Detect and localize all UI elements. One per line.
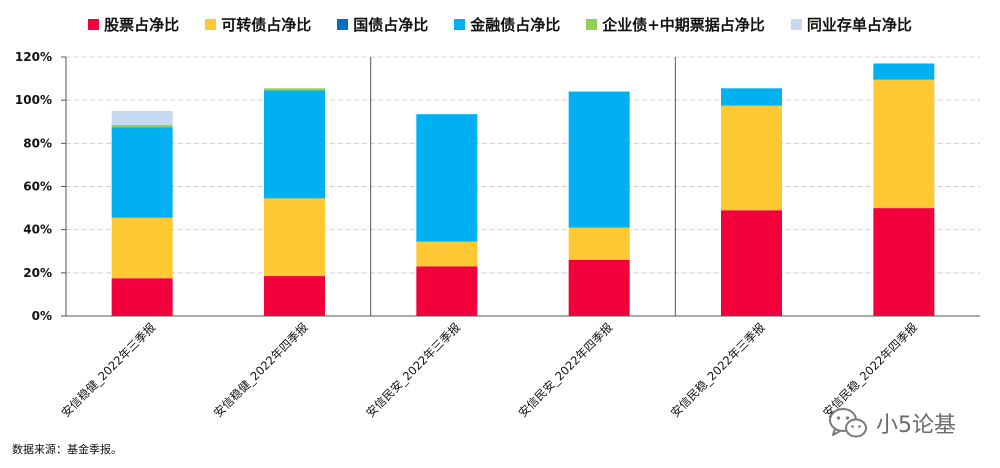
bar-segment (111, 127, 173, 218)
legend-item-ncd: 同业存单占净比 (790, 14, 912, 35)
x-tick-label: 安信稳健_2022年三季报 (59, 320, 159, 420)
watermark-text: 小5论基 (876, 413, 956, 438)
bar-segment (721, 88, 782, 106)
bar-segment (568, 259, 630, 316)
legend-label-convertible: 可转债占净比 (221, 16, 312, 34)
y-tick-label: 100% (15, 93, 52, 107)
legend-swatch-corporate (586, 19, 598, 30)
bar-segment (873, 63, 935, 80)
x-tick-label: 安信民稳_2022年三季报 (668, 320, 768, 420)
legend-item-corporate: 企业债+中期票据占净比 (586, 14, 765, 35)
y-tick-label: 40% (23, 223, 52, 237)
x-tick-label: 安信民安_2022年四季报 (516, 320, 616, 420)
legend-item-financial: 金融债占净比 (454, 14, 560, 35)
legend-swatch-financial (454, 19, 466, 30)
bar-segment (416, 266, 478, 316)
x-tick-label: 安信民稳_2022年四季报 (820, 320, 920, 420)
y-tick-label: 0% (32, 309, 52, 323)
gridlines (66, 56, 980, 316)
y-tick-label: 60% (23, 180, 52, 194)
y-tick-label: 20% (23, 266, 52, 280)
legend: 股票占净比 可转债占净比 国债占净比 金融债占净比 企业债+中期票据占净比 同业… (0, 14, 1000, 35)
legend-label-corporate: 企业债+中期票据占净比 (602, 16, 765, 34)
bar-segment (721, 105, 782, 211)
bar-segment (568, 91, 630, 228)
x-tick-label: 安信民安_2022年三季报 (363, 320, 463, 420)
legend-swatch-stock (88, 19, 100, 30)
bar-segment (721, 210, 782, 316)
legend-label-ncd: 同业存单占净比 (806, 16, 912, 34)
y-tick-label: 80% (23, 136, 52, 150)
bar-layer (111, 63, 935, 316)
legend-item-treasury: 国债占净比 (337, 14, 428, 35)
watermark: 小5论基 (828, 406, 956, 440)
legend-swatch-convertible (205, 19, 217, 30)
legend-swatch-treasury (337, 19, 349, 30)
legend-label-stock: 股票占净比 (104, 16, 180, 34)
bar-segment (873, 208, 935, 316)
bar-segment (416, 114, 478, 242)
bar-segment (111, 124, 173, 128)
legend-item-convertible: 可转债占净比 (205, 14, 311, 35)
bar-segment (111, 278, 173, 316)
bar-segment (264, 88, 325, 91)
bar-segment (111, 217, 173, 279)
x-tick-label: 安信稳健_2022年四季报 (211, 320, 311, 420)
y-tick-label: 120% (15, 50, 52, 64)
source-note: 数据来源：基金季报。 (12, 443, 122, 456)
bar-segment (264, 276, 325, 316)
bar-segment (264, 198, 325, 277)
legend-label-treasury: 国债占净比 (353, 16, 429, 34)
legend-swatch-ncd (790, 19, 802, 30)
bar-segment (264, 90, 325, 199)
legend-item-stock: 股票占净比 (88, 14, 179, 35)
bar-segment (873, 79, 935, 209)
bar-segment (111, 110, 173, 125)
legend-label-financial: 金融债占净比 (470, 16, 561, 34)
bar-segment (568, 227, 630, 260)
wechat-icon (829, 408, 867, 438)
bar-segment (416, 241, 478, 267)
